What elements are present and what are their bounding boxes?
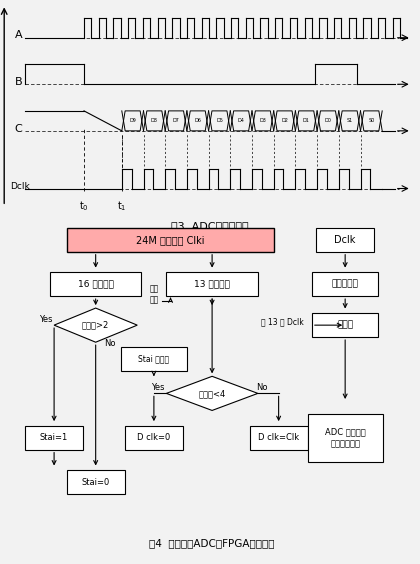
- Text: 第 13 个 Dclk: 第 13 个 Dclk: [261, 317, 304, 326]
- Text: D clk=Clk: D clk=Clk: [258, 433, 299, 442]
- Text: Yes: Yes: [151, 383, 165, 392]
- Text: 计数值<4: 计数值<4: [199, 389, 226, 398]
- Text: D2: D2: [281, 118, 288, 124]
- Text: C: C: [15, 124, 22, 134]
- Text: D clk=0: D clk=0: [137, 433, 171, 442]
- Bar: [50, 272, 142, 296]
- Text: D3: D3: [260, 118, 266, 124]
- Bar: [312, 272, 378, 296]
- Polygon shape: [166, 376, 258, 411]
- Text: 计数值>2: 计数值>2: [82, 321, 109, 329]
- Text: D6: D6: [194, 118, 201, 124]
- Text: 锁存器: 锁存器: [337, 321, 353, 329]
- Text: No: No: [256, 383, 268, 392]
- Text: D0: D0: [325, 118, 331, 124]
- Bar: [249, 426, 308, 450]
- Text: D9: D9: [129, 118, 136, 124]
- Text: Dclk: Dclk: [10, 182, 30, 191]
- Text: 移位寄存器: 移位寄存器: [332, 280, 359, 289]
- Text: B: B: [15, 77, 22, 87]
- Text: D4: D4: [238, 118, 244, 124]
- Text: 图3  ADC工作时序图: 图3 ADC工作时序图: [171, 221, 249, 231]
- Text: No: No: [104, 338, 116, 347]
- Text: 16 进制计数: 16 进制计数: [78, 280, 114, 289]
- Text: Stai=1: Stai=1: [40, 433, 68, 442]
- Text: t$_0$: t$_0$: [79, 200, 89, 213]
- Bar: [312, 313, 378, 337]
- Text: Stai 下降沿: Stai 下降沿: [138, 355, 169, 364]
- Bar: [316, 228, 374, 252]
- Bar: [166, 272, 258, 296]
- Text: ADC 转换结果
的并行数字量: ADC 转换结果 的并行数字量: [325, 428, 365, 448]
- Bar: [308, 414, 383, 461]
- Bar: [67, 228, 275, 252]
- Text: A: A: [15, 30, 22, 41]
- Text: Yes: Yes: [39, 315, 52, 324]
- Text: 24M 时钟信号 Clki: 24M 时钟信号 Clki: [136, 235, 205, 245]
- Polygon shape: [54, 308, 137, 342]
- Text: D5: D5: [216, 118, 223, 124]
- Text: Stai=0: Stai=0: [81, 478, 110, 487]
- Text: D8: D8: [151, 118, 158, 124]
- Text: 13 进制计数: 13 进制计数: [194, 280, 230, 289]
- Text: S1: S1: [346, 118, 353, 124]
- Text: D7: D7: [173, 118, 179, 124]
- Text: D1: D1: [303, 118, 310, 124]
- Bar: [125, 426, 183, 450]
- Text: t$_1$: t$_1$: [117, 200, 126, 213]
- Text: Dclk: Dclk: [334, 235, 356, 245]
- Bar: [25, 426, 83, 450]
- Text: S0: S0: [368, 118, 375, 124]
- Bar: [121, 347, 187, 371]
- Text: 启动
计数: 启动 计数: [149, 284, 158, 305]
- Text: 图4  控制串行ADC的FPGA软核原理: 图4 控制串行ADC的FPGA软核原理: [150, 539, 275, 549]
- Bar: [67, 470, 125, 494]
